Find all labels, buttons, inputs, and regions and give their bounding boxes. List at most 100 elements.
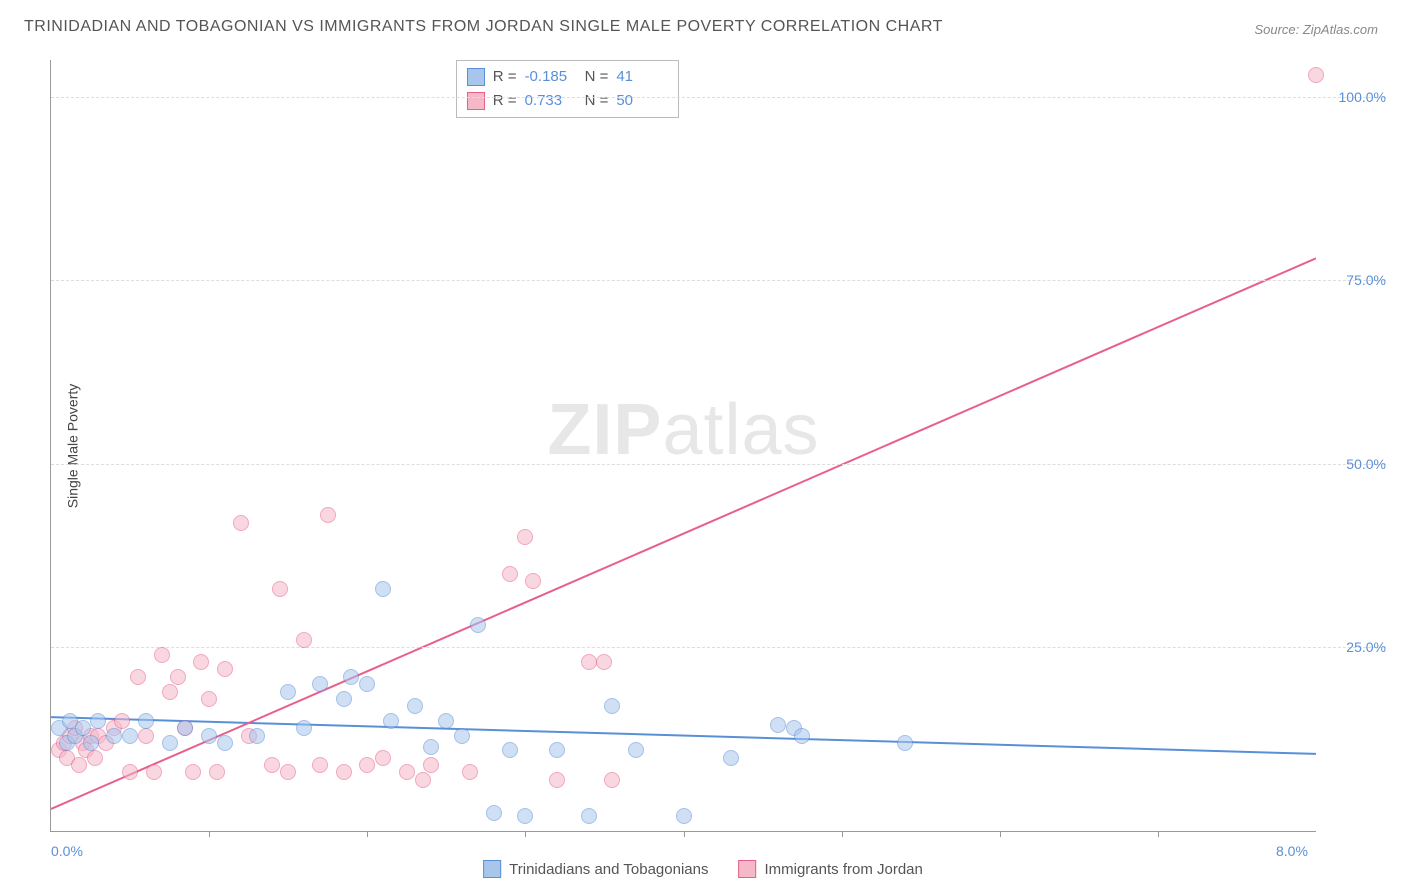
scatter-point — [185, 764, 201, 780]
scatter-point — [423, 739, 439, 755]
scatter-point — [209, 764, 225, 780]
r-value-series1: -0.185 — [525, 65, 577, 89]
scatter-point — [517, 529, 533, 545]
trend-line — [51, 258, 1316, 809]
scatter-point — [502, 742, 518, 758]
n-label: N = — [585, 65, 609, 89]
r-label-2: R = — [493, 89, 517, 113]
scatter-point — [794, 728, 810, 744]
chart-container: TRINIDADIAN AND TOBAGONIAN VS IMMIGRANTS… — [0, 0, 1406, 892]
chart-title: TRINIDADIAN AND TOBAGONIAN VS IMMIGRANTS… — [24, 18, 943, 36]
scatter-point — [343, 669, 359, 685]
scatter-point — [383, 713, 399, 729]
scatter-point — [272, 581, 288, 597]
scatter-point — [628, 742, 644, 758]
x-tick — [525, 831, 526, 837]
grid-line — [51, 464, 1386, 465]
x-tick-label: 0.0% — [51, 843, 83, 859]
scatter-point — [312, 757, 328, 773]
legend-label-series2: Immigrants from Jordan — [764, 861, 922, 878]
scatter-point — [122, 764, 138, 780]
scatter-point — [604, 698, 620, 714]
stats-row-series2: R = 0.733 N = 50 — [467, 89, 669, 113]
scatter-point — [130, 669, 146, 685]
y-tick-label: 75.0% — [1326, 272, 1386, 288]
x-tick-label: 8.0% — [1276, 843, 1308, 859]
legend-item-series2: Immigrants from Jordan — [738, 860, 922, 878]
watermark-rest: atlas — [662, 390, 819, 470]
scatter-point — [114, 713, 130, 729]
scatter-point — [280, 684, 296, 700]
scatter-point — [122, 728, 138, 744]
scatter-point — [320, 507, 336, 523]
scatter-point — [897, 735, 913, 751]
scatter-point — [296, 720, 312, 736]
scatter-point — [146, 764, 162, 780]
scatter-point — [517, 808, 533, 824]
scatter-point — [217, 735, 233, 751]
scatter-point — [138, 713, 154, 729]
scatter-point — [549, 772, 565, 788]
n-label-2: N = — [585, 89, 609, 113]
scatter-point — [201, 728, 217, 744]
grid-line — [51, 97, 1386, 98]
swatch-series1 — [467, 68, 485, 86]
scatter-point — [312, 676, 328, 692]
scatter-point — [264, 757, 280, 773]
scatter-point — [525, 573, 541, 589]
scatter-point — [502, 566, 518, 582]
scatter-point — [249, 728, 265, 744]
y-tick-label: 100.0% — [1326, 89, 1386, 105]
scatter-point — [359, 757, 375, 773]
legend-label-series1: Trinidadians and Tobagonians — [509, 861, 708, 878]
scatter-point — [604, 772, 620, 788]
x-tick — [367, 831, 368, 837]
scatter-point — [90, 713, 106, 729]
scatter-point — [296, 632, 312, 648]
scatter-point — [549, 742, 565, 758]
scatter-point — [154, 647, 170, 663]
scatter-point — [462, 764, 478, 780]
watermark-bold: ZIP — [547, 390, 662, 470]
scatter-point — [75, 720, 91, 736]
x-tick — [842, 831, 843, 837]
scatter-point — [280, 764, 296, 780]
scatter-point — [162, 684, 178, 700]
n-value-series2: 50 — [616, 89, 668, 113]
y-tick-label: 50.0% — [1326, 456, 1386, 472]
scatter-point — [217, 661, 233, 677]
scatter-point — [415, 772, 431, 788]
stats-row-series1: R = -0.185 N = 41 — [467, 65, 669, 89]
trend-lines-svg — [51, 60, 1316, 831]
stats-legend-box: R = -0.185 N = 41 R = 0.733 N = 50 — [456, 60, 680, 118]
bottom-legend: Trinidadians and Tobagonians Immigrants … — [483, 860, 923, 878]
y-tick-label: 25.0% — [1326, 639, 1386, 655]
x-tick — [1000, 831, 1001, 837]
x-tick — [209, 831, 210, 837]
scatter-point — [336, 691, 352, 707]
scatter-point — [177, 720, 193, 736]
scatter-point — [423, 757, 439, 773]
scatter-point — [201, 691, 217, 707]
scatter-point — [581, 808, 597, 824]
grid-line — [51, 280, 1386, 281]
scatter-point — [407, 698, 423, 714]
legend-swatch-series2 — [738, 860, 756, 878]
scatter-point — [486, 805, 502, 821]
scatter-point — [723, 750, 739, 766]
scatter-point — [233, 515, 249, 531]
r-label: R = — [493, 65, 517, 89]
scatter-point — [676, 808, 692, 824]
scatter-point — [336, 764, 352, 780]
scatter-point — [596, 654, 612, 670]
plot-area: ZIPatlas R = -0.185 N = 41 R = 0.733 N =… — [50, 60, 1316, 832]
scatter-point — [581, 654, 597, 670]
watermark: ZIPatlas — [547, 389, 819, 471]
scatter-point — [71, 757, 87, 773]
legend-swatch-series1 — [483, 860, 501, 878]
source-name: ZipAtlas.com — [1303, 22, 1378, 37]
grid-line — [51, 647, 1386, 648]
source-attribution: Source: ZipAtlas.com — [1254, 22, 1378, 37]
scatter-point — [454, 728, 470, 744]
scatter-point — [138, 728, 154, 744]
